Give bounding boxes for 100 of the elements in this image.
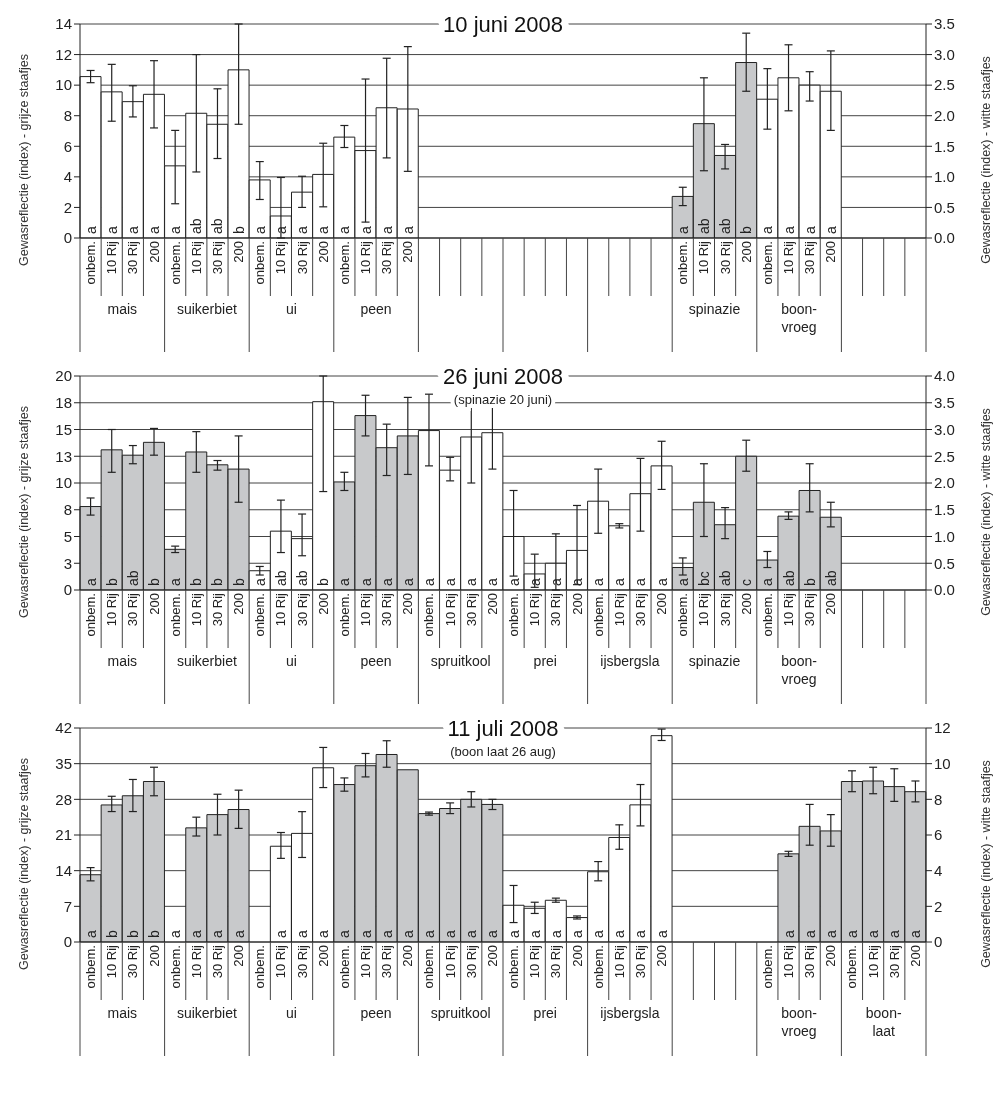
- x-tick-label: 200: [907, 945, 923, 967]
- x-tick-label: 10 Rij: [611, 944, 627, 979]
- text: (boon laat 26 aug): [450, 744, 556, 759]
- y-tick-label: 12: [55, 45, 72, 63]
- x-tick-label: 10 Rij: [527, 592, 543, 627]
- data-label: a: [294, 930, 311, 938]
- data-label: a: [251, 226, 268, 234]
- chart-title: 26 juni 2008: [443, 364, 563, 389]
- data-label: ab: [717, 570, 734, 586]
- data-label: a: [822, 226, 839, 234]
- y-tick-label: 10: [55, 474, 72, 492]
- x-tick-label: 10 Rij: [188, 240, 204, 275]
- x-tick-label: 200: [738, 593, 754, 615]
- x-tick-label: 10 Rij: [865, 944, 881, 979]
- chart-title: 10 juni 2008: [443, 12, 563, 37]
- data-label: a: [420, 578, 437, 586]
- y2-tick-label: 1.0: [934, 527, 955, 545]
- data-label: a: [674, 226, 691, 234]
- x-tick-label: 200: [569, 593, 585, 615]
- x-tick-label: 10 Rij: [611, 592, 627, 627]
- x-tick-label: 30 Rij: [209, 944, 225, 979]
- x-tick-label: 200: [146, 945, 162, 967]
- data-label: a: [484, 930, 501, 938]
- text: spinazie: [688, 301, 741, 317]
- y-tick-label: 2: [63, 198, 72, 216]
- y2-tick-label: 1.5: [934, 137, 955, 155]
- data-label: a: [484, 578, 501, 586]
- x-tick-label: 200: [146, 241, 162, 263]
- data-label: a: [82, 930, 99, 938]
- x-tick-label: 200: [823, 593, 839, 615]
- x-tick-label: 30 Rij: [548, 592, 564, 627]
- data-label: bc: [695, 571, 712, 586]
- x-tick-label: onbem.: [167, 241, 183, 285]
- y2-tick-label: 3.0: [934, 45, 955, 63]
- x-tick-label: 10 Rij: [358, 592, 374, 627]
- x-tick-label: 200: [315, 945, 331, 967]
- data-label: b: [315, 578, 332, 586]
- data-label: a: [611, 930, 628, 938]
- x-tick-label: 200: [231, 945, 247, 967]
- text: ui: [286, 301, 297, 317]
- x-tick-label: 30 Rij: [802, 592, 818, 627]
- x-tick-label: 10 Rij: [188, 592, 204, 627]
- data-label: a: [611, 578, 628, 586]
- x-tick-label: 200: [654, 593, 670, 615]
- data-label: a: [251, 578, 268, 586]
- y2-tick-label: 0.5: [934, 198, 955, 216]
- y2-tick-label: 2.5: [934, 76, 955, 94]
- data-label: a: [294, 226, 311, 234]
- text: ui: [286, 653, 297, 669]
- x-tick-label: 10 Rij: [781, 592, 797, 627]
- y2-tick-label: 1.0: [934, 168, 955, 186]
- data-label: a: [569, 578, 586, 586]
- y2-tick-label: 2: [934, 897, 943, 915]
- data-label: a: [526, 578, 543, 586]
- data-label: a: [124, 226, 141, 234]
- y-tick-label: 0: [63, 229, 72, 247]
- x-tick-label: 10 Rij: [273, 240, 289, 275]
- data-label: a: [865, 930, 882, 938]
- x-tick-label: onbem.: [421, 945, 437, 989]
- data-label: a: [653, 578, 670, 586]
- y-tick-label: 8: [63, 501, 72, 519]
- data-label: a: [907, 930, 924, 938]
- data-label: a: [378, 578, 395, 586]
- x-tick-label: 200: [823, 241, 839, 263]
- data-label: a: [463, 930, 480, 938]
- y-tick-label: 15: [55, 420, 72, 438]
- data-label: ab: [780, 570, 797, 586]
- data-label: a: [801, 930, 818, 938]
- data-label: a: [357, 930, 374, 938]
- y-tick-label: 3: [63, 554, 72, 572]
- data-label: a: [505, 930, 522, 938]
- y2-tick-label: 3.5: [934, 394, 955, 412]
- x-tick-label: 200: [738, 241, 754, 263]
- x-tick-label: onbem.: [83, 593, 99, 637]
- y-tick-label: 35: [55, 754, 72, 772]
- x-tick-label: onbem.: [759, 241, 775, 285]
- x-tick-label: 10 Rij: [442, 944, 458, 979]
- data-label: c: [738, 579, 755, 586]
- y-axis-title: Gewasreflectie (index) - grijze staafjes: [17, 758, 31, 970]
- data-label: a: [146, 226, 163, 234]
- x-tick-label: 30 Rij: [209, 240, 225, 275]
- data-label: a: [547, 578, 564, 586]
- text: mais: [107, 301, 138, 317]
- text: boon-vroeg: [781, 1005, 818, 1039]
- data-label: b: [801, 578, 818, 586]
- y-tick-label: 5: [63, 527, 72, 545]
- text: boon-laat: [865, 1005, 902, 1039]
- x-tick-label: 10 Rij: [358, 240, 374, 275]
- x-tick-label: 200: [231, 241, 247, 263]
- data-label: a: [272, 226, 289, 234]
- text: prei: [533, 653, 557, 669]
- x-tick-label: onbem.: [759, 593, 775, 637]
- data-label: a: [780, 930, 797, 938]
- data-label: a: [780, 226, 797, 234]
- x-tick-label: onbem.: [759, 945, 775, 989]
- x-tick-label: onbem.: [336, 593, 352, 637]
- x-tick-label: 30 Rij: [209, 592, 225, 627]
- data-label: a: [442, 930, 459, 938]
- y2-tick-label: 2.5: [934, 447, 955, 465]
- y-tick-label: 10: [55, 76, 72, 94]
